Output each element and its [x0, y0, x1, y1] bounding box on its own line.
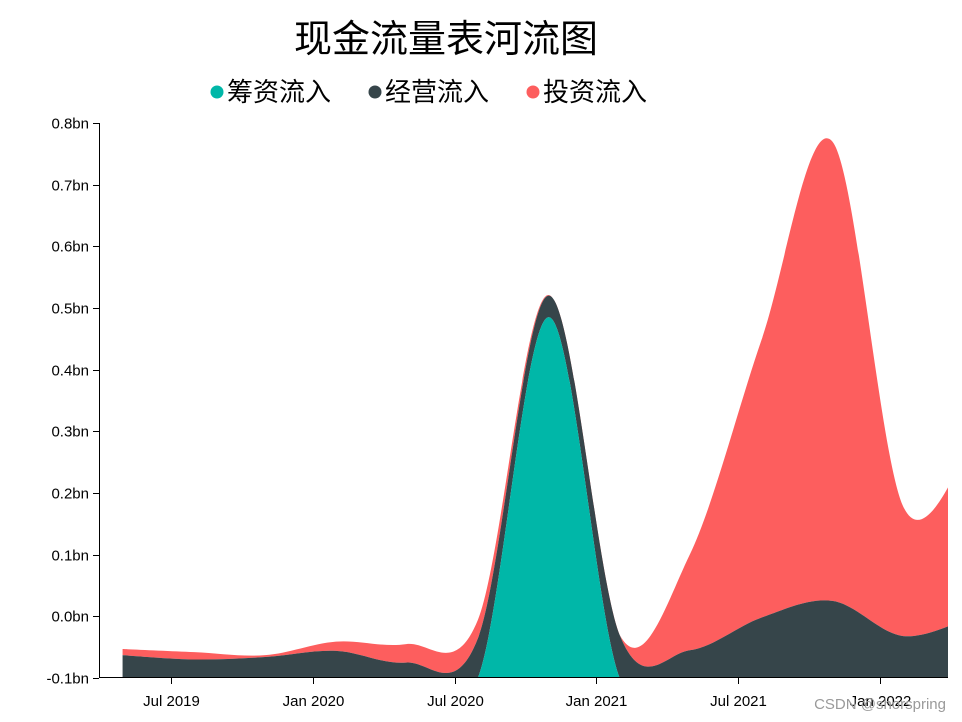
legend-item-3[interactable]: 投资流入	[526, 78, 648, 108]
y-tick-label-8: 0.7bn	[51, 178, 89, 195]
chart-title: 现金流量表河流图	[294, 17, 598, 61]
y-tick-label-4: 0.3bn	[51, 424, 89, 441]
area-series-3[interactable]	[122, 138, 962, 673]
legend: 筹资流入 经营流入 投资流入	[210, 78, 648, 108]
stream-areas	[122, 138, 962, 705]
x-tick-label-2: Jul 2020	[427, 693, 484, 710]
x-tick-label-0: Jul 2019	[143, 693, 200, 710]
x-tick-label-5: Jan 2022	[850, 693, 912, 710]
y-tick-label-1: 0.0bn	[51, 609, 89, 626]
x-axis-ticks: Jul 2019 Jan 2020 Jul 2020 Jan 2021 Jul 2021…	[143, 678, 911, 710]
y-tick-label-5: 0.4bn	[51, 363, 89, 380]
legend-marker-2	[368, 85, 382, 99]
legend-item-1[interactable]: 筹资流入	[210, 78, 332, 108]
x-tick-label-1: Jan 2020	[283, 693, 345, 710]
legend-marker-1	[210, 85, 224, 99]
legend-label-1: 筹资流入	[227, 78, 331, 108]
y-tick-label-2: 0.1bn	[51, 548, 89, 565]
area-series-1[interactable]	[122, 317, 962, 704]
legend-label-2: 经营流入	[385, 78, 489, 108]
x-tick-label-3: Jan 2021	[566, 693, 628, 710]
y-axis-ticks: -0.1bn 0.0bn 0.1bn 0.2bn 0.3bn 0.4bn 0.5bn 0.6b…	[46, 116, 99, 688]
y-tick-label-0: -0.1bn	[46, 671, 89, 688]
watermark-text: CSDN @shorspring	[814, 696, 946, 713]
y-tick-label-3: 0.2bn	[51, 486, 89, 503]
x-tick-label-4: Jul 2021	[710, 693, 767, 710]
y-tick-label-6: 0.5bn	[51, 301, 89, 318]
y-tick-label-7: 0.6bn	[51, 239, 89, 256]
y-tick-label-9: 0.8bn	[51, 116, 89, 133]
legend-item-2[interactable]: 经营流入	[368, 78, 490, 108]
area-series-2[interactable]	[122, 295, 962, 705]
legend-label-3: 投资流入	[543, 78, 647, 108]
legend-marker-3	[526, 85, 540, 99]
